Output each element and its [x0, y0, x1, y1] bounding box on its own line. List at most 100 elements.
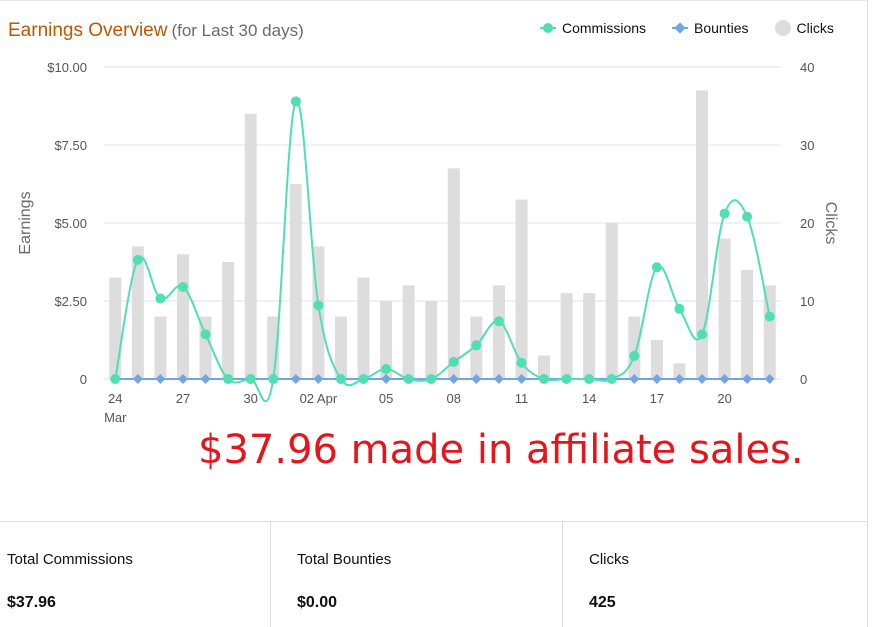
clicks-bar	[696, 90, 709, 380]
bounties-point	[381, 374, 392, 384]
commissions-point	[448, 356, 459, 367]
commissions-point	[223, 374, 234, 384]
clicks-bar	[628, 316, 641, 379]
x-tick-label: 08	[447, 391, 461, 406]
commissions-point	[584, 374, 595, 384]
commissions-point	[493, 316, 504, 327]
commissions-point	[313, 300, 324, 311]
clicks-bar	[357, 277, 370, 379]
y-tick-label: $10.00	[47, 60, 87, 75]
stats-panel: Total Commissions $37.96 Total Bounties …	[0, 521, 868, 627]
x-tick-label: 14	[582, 391, 596, 406]
clicks-bar	[109, 277, 122, 379]
stat-value: 425	[589, 594, 616, 611]
commissions-point	[764, 311, 775, 322]
legend-label-bounties: Bounties	[694, 20, 749, 36]
clicks-bar	[583, 293, 596, 379]
clicks-bar	[154, 316, 167, 379]
commissions-point	[539, 374, 550, 384]
legend-item-bounties[interactable]: Bounties	[672, 20, 749, 36]
bounties-point	[155, 374, 166, 384]
commissions-point	[290, 96, 301, 107]
clicks-bar	[447, 168, 460, 379]
bounties-point	[742, 374, 753, 384]
commissions-point	[110, 374, 121, 384]
stat-value: $0.00	[297, 594, 338, 611]
clicks-bar	[334, 316, 347, 379]
clicks-legend-marker-icon	[774, 20, 791, 36]
commissions-point	[177, 281, 188, 292]
earnings-overview-card: Earnings Overview (for Last 30 days) Comm…	[0, 0, 868, 521]
chart-header: Earnings Overview (for Last 30 days)	[8, 20, 304, 42]
legend-item-commissions[interactable]: Commissions	[540, 20, 646, 36]
commissions-point	[561, 374, 572, 384]
commissions-point	[606, 374, 617, 384]
clicks-bar	[560, 293, 573, 379]
commissions-point	[516, 357, 527, 368]
bounties-point	[697, 374, 707, 384]
x-tick-label: 30	[243, 391, 257, 406]
clicks-bar	[673, 363, 686, 379]
stat-label: Total Commissions	[7, 551, 133, 568]
commissions-point	[426, 374, 437, 384]
commissions-legend-marker-icon	[540, 22, 556, 34]
commissions-line	[114, 99, 771, 403]
y2-axis-title: Clicks	[822, 202, 839, 245]
legend-item-clicks[interactable]: Clicks	[774, 20, 834, 36]
bounties-point	[471, 374, 482, 384]
clicks-bar	[222, 262, 235, 379]
commissions-point	[674, 303, 685, 314]
commissions-point	[155, 293, 166, 304]
x-tick-label: 05	[379, 391, 393, 406]
stat-total-commissions: Total Commissions $37.96	[0, 522, 271, 627]
x-tick-label: 02 Apr	[300, 391, 338, 406]
commissions-point	[697, 329, 708, 340]
y-tick-label: 0	[80, 372, 87, 387]
commissions-point	[629, 350, 640, 361]
y2-tick-label: 10	[800, 294, 814, 309]
clicks-bar	[244, 113, 257, 380]
commissions-point	[742, 211, 753, 222]
clicks-bar	[763, 285, 776, 379]
bounties-point	[719, 374, 730, 384]
clicks-bar	[515, 199, 528, 379]
earnings-chart: 0 $2.50 $5.00 $7.50 $10.00 0 10 20 30 40 Earnings C…	[17, 60, 839, 425]
y2-tick-label: 0	[800, 372, 807, 387]
stat-clicks: Clicks 425	[563, 522, 868, 627]
clicks-bar	[380, 301, 393, 379]
chart-legend: Commissions Bounties Clicks	[540, 20, 834, 36]
chart-title: Earnings Overview	[8, 20, 168, 41]
clicks-bar	[289, 184, 302, 379]
clicks-bar	[402, 285, 415, 379]
clicks-bar	[605, 223, 618, 379]
clicks-bar	[718, 238, 731, 379]
clicks-bar	[131, 246, 144, 379]
commissions-point	[471, 340, 482, 351]
affiliate-sales-annotation: $37.96 made in affiliate sales.	[198, 427, 804, 473]
x-tick-sublabel: Mar	[104, 410, 127, 425]
commissions-point	[132, 254, 143, 265]
stat-label: Clicks	[589, 551, 629, 568]
clicks-bar	[650, 340, 663, 379]
y-tick-label: $5.00	[54, 216, 87, 231]
clicks-bar	[538, 355, 551, 379]
bounties-point	[493, 374, 504, 384]
bounties-point	[290, 374, 301, 384]
bounties-point	[313, 374, 324, 384]
x-tick-label: 20	[717, 391, 731, 406]
bounties-point	[448, 374, 459, 384]
commissions-point	[268, 374, 279, 384]
commissions-point	[381, 364, 392, 375]
bounties-legend-marker-icon	[672, 22, 689, 34]
bounties-point	[516, 374, 527, 384]
bounties-point	[764, 374, 775, 384]
clicks-bar	[425, 301, 438, 379]
bounties-point	[178, 374, 188, 384]
y2-tick-label: 20	[800, 216, 814, 231]
clicks-bar	[741, 269, 754, 379]
y-tick-label: $7.50	[54, 138, 87, 153]
bounties-point	[651, 374, 662, 384]
y-axis-title: Earnings	[17, 191, 34, 254]
clicks-bar	[267, 316, 280, 379]
legend-label-clicks: Clicks	[796, 20, 834, 36]
